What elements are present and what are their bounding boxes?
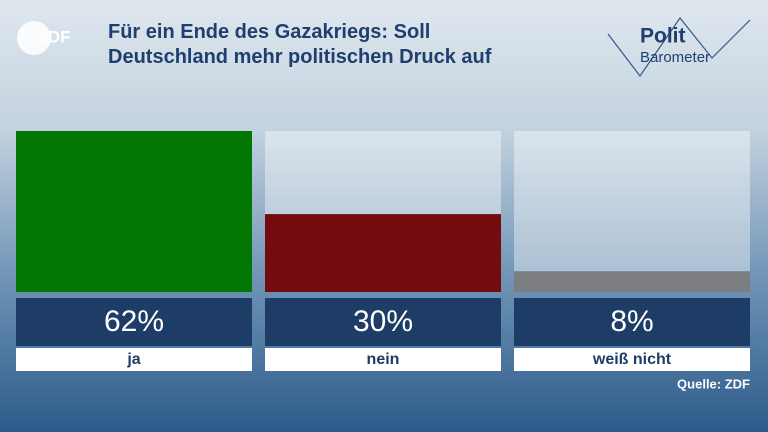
value-box (265, 298, 501, 346)
logo-line1: Polit (640, 25, 686, 48)
value-label: 8% (610, 305, 653, 338)
zdf-logo: ZDF (17, 21, 71, 55)
value-label: 30% (353, 305, 413, 338)
value-box (514, 298, 750, 346)
chart-title: Für ein Ende des Gazakriegs: Soll Deutsc… (108, 21, 492, 68)
value-label: 62% (104, 305, 164, 338)
broadcaster-logo: ZDF (37, 27, 70, 46)
bar (265, 214, 501, 292)
logo-disc (17, 21, 51, 55)
source: Quelle: ZDF (677, 376, 750, 391)
logo-line2: Barometer (640, 49, 710, 66)
category-strip (16, 348, 252, 371)
bar (514, 271, 750, 292)
logo-zigzag (607, 16, 751, 78)
category-label: nein (367, 351, 400, 368)
politbarometer-logo: Polit Barometer (607, 16, 751, 78)
bar-panel (514, 131, 750, 292)
value-box (16, 298, 252, 346)
category-label: weiß nicht (592, 351, 672, 368)
category-label: ja (126, 351, 140, 368)
category-strip (265, 348, 501, 371)
bar (16, 131, 252, 292)
category-strip (514, 348, 750, 371)
